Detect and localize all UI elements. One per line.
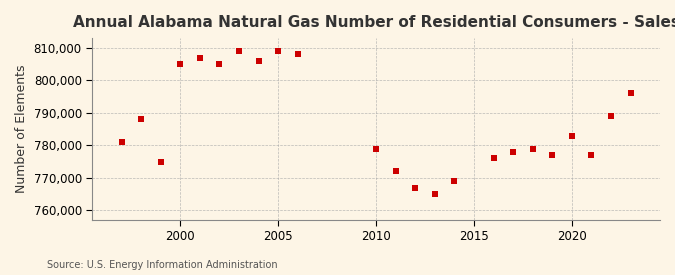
Point [605, 114, 616, 118]
Point [625, 91, 636, 95]
Point [292, 52, 303, 57]
Point [410, 185, 421, 190]
Point [214, 62, 225, 66]
Point [547, 153, 558, 157]
Point [273, 49, 284, 53]
Point [136, 117, 146, 122]
Title: Annual Alabama Natural Gas Number of Residential Consumers - Sales: Annual Alabama Natural Gas Number of Res… [73, 15, 675, 30]
Text: Source: U.S. Energy Information Administration: Source: U.S. Energy Information Administ… [47, 260, 278, 270]
Point [194, 55, 205, 60]
Point [116, 140, 127, 144]
Point [527, 146, 538, 151]
Point [253, 59, 264, 63]
Point [429, 192, 440, 196]
Point [371, 146, 381, 151]
Point [175, 62, 186, 66]
Point [449, 179, 460, 183]
Point [390, 169, 401, 174]
Point [234, 49, 244, 53]
Point [566, 133, 577, 138]
Point [155, 160, 166, 164]
Point [508, 150, 518, 154]
Point [488, 156, 499, 161]
Y-axis label: Number of Elements: Number of Elements [15, 65, 28, 193]
Point [586, 153, 597, 157]
